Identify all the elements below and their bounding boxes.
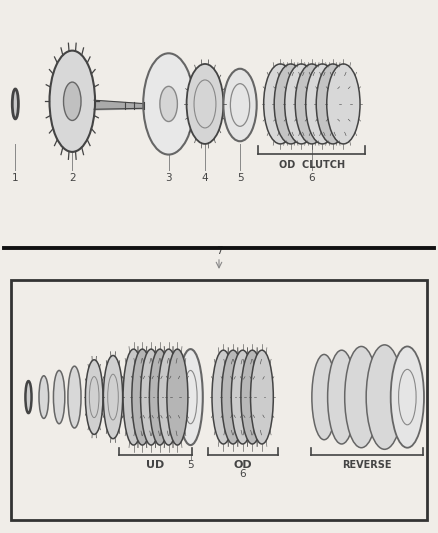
Ellipse shape: [306, 64, 339, 144]
Text: 2: 2: [69, 173, 76, 183]
Ellipse shape: [316, 64, 350, 144]
Ellipse shape: [231, 350, 254, 444]
Text: OD: OD: [233, 460, 252, 470]
Ellipse shape: [12, 89, 18, 119]
Ellipse shape: [391, 346, 424, 448]
Ellipse shape: [241, 350, 264, 444]
Ellipse shape: [178, 349, 203, 445]
Ellipse shape: [366, 345, 403, 449]
Ellipse shape: [223, 69, 257, 141]
Ellipse shape: [123, 349, 144, 445]
Text: 4: 4: [201, 173, 208, 183]
Ellipse shape: [143, 53, 194, 155]
Text: 5: 5: [187, 460, 194, 470]
Text: UD: UD: [146, 460, 165, 470]
Ellipse shape: [295, 64, 328, 144]
Ellipse shape: [103, 356, 123, 439]
Ellipse shape: [345, 346, 378, 448]
Ellipse shape: [328, 350, 356, 444]
Ellipse shape: [64, 82, 81, 120]
Text: 1: 1: [12, 173, 19, 183]
Text: 7: 7: [215, 246, 223, 256]
Ellipse shape: [251, 350, 273, 444]
Ellipse shape: [222, 350, 244, 444]
Ellipse shape: [160, 86, 177, 122]
Ellipse shape: [285, 64, 318, 144]
Ellipse shape: [141, 349, 162, 445]
Bar: [11, 280, 427, 520]
Ellipse shape: [25, 381, 32, 413]
Ellipse shape: [53, 370, 65, 424]
Ellipse shape: [49, 51, 95, 152]
Ellipse shape: [327, 64, 360, 144]
Text: OD  CLUTCH: OD CLUTCH: [279, 160, 345, 170]
Text: REVERSE: REVERSE: [342, 460, 392, 470]
Ellipse shape: [85, 360, 103, 434]
Ellipse shape: [274, 64, 307, 144]
Text: 6: 6: [239, 469, 246, 479]
Ellipse shape: [312, 354, 336, 440]
Ellipse shape: [39, 376, 49, 418]
Ellipse shape: [68, 366, 81, 428]
Ellipse shape: [187, 64, 223, 144]
Ellipse shape: [212, 350, 235, 444]
Ellipse shape: [158, 349, 179, 445]
Ellipse shape: [264, 64, 297, 144]
Text: 5: 5: [237, 173, 244, 183]
Text: 3: 3: [165, 173, 172, 183]
Text: 6: 6: [308, 173, 315, 183]
Ellipse shape: [167, 349, 188, 445]
Ellipse shape: [149, 349, 170, 445]
Ellipse shape: [132, 349, 153, 445]
